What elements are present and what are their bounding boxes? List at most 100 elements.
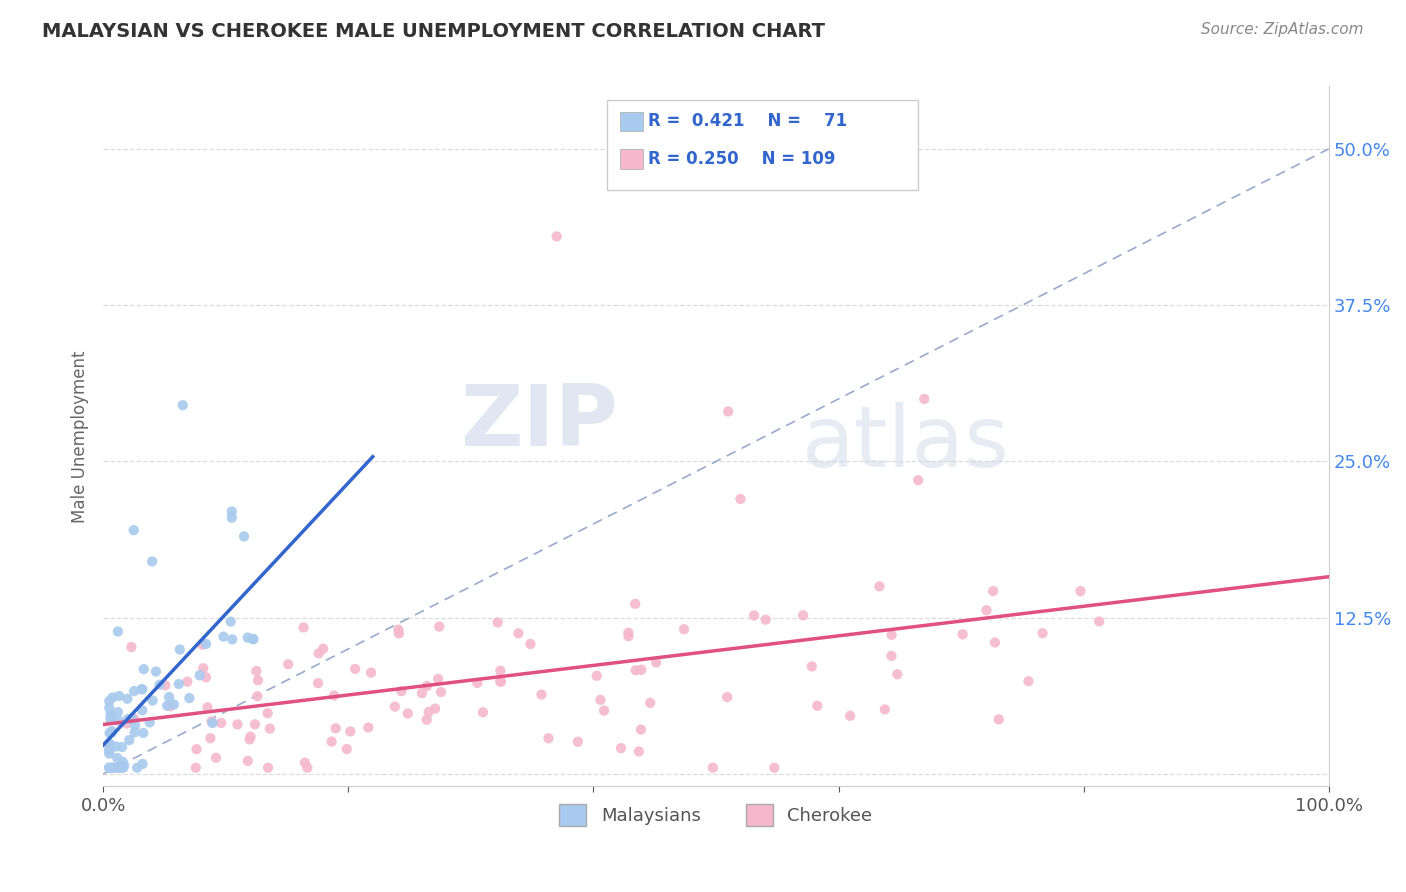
Point xyxy=(193,661,215,675)
Point xyxy=(145,665,167,679)
Point xyxy=(188,668,211,682)
Point xyxy=(388,626,411,640)
Point xyxy=(205,750,228,764)
Point xyxy=(645,656,668,670)
Point xyxy=(546,229,568,244)
Point xyxy=(742,608,765,623)
Point xyxy=(391,684,413,698)
Point xyxy=(489,674,512,689)
Point xyxy=(107,624,129,639)
Point xyxy=(112,758,135,772)
Point xyxy=(617,629,640,643)
Text: MALAYSIAN VS CHEROKEE MALE UNEMPLOYMENT CORRELATION CHART: MALAYSIAN VS CHEROKEE MALE UNEMPLOYMENT … xyxy=(42,22,825,41)
Point xyxy=(800,659,823,673)
Point xyxy=(360,665,382,680)
Point xyxy=(489,674,512,689)
Text: R =  0.421    N =    71: R = 0.421 N = 71 xyxy=(648,112,848,130)
Point xyxy=(1069,584,1091,599)
Point xyxy=(806,698,828,713)
Point xyxy=(219,615,242,629)
Point xyxy=(976,603,998,617)
Point xyxy=(1088,615,1111,629)
Point xyxy=(111,739,134,754)
Point xyxy=(149,678,172,692)
Point xyxy=(233,529,256,543)
Point xyxy=(226,717,249,731)
Point xyxy=(195,637,218,651)
Text: Source: ZipAtlas.com: Source: ZipAtlas.com xyxy=(1201,22,1364,37)
Point xyxy=(115,716,138,731)
Point xyxy=(585,669,607,683)
Point xyxy=(839,708,862,723)
Point xyxy=(141,554,163,568)
Point xyxy=(169,642,191,657)
Point xyxy=(101,724,124,739)
Point xyxy=(98,738,121,752)
Point xyxy=(105,751,128,765)
Point xyxy=(122,684,145,698)
Legend: Malaysians, Cherokee: Malaysians, Cherokee xyxy=(553,797,880,833)
Point xyxy=(242,632,264,647)
Point xyxy=(156,698,179,713)
Point xyxy=(118,733,141,747)
Point xyxy=(624,663,647,677)
Point xyxy=(111,755,134,769)
Point xyxy=(186,742,208,756)
Point xyxy=(179,691,201,706)
Point xyxy=(325,721,347,735)
Point xyxy=(630,723,652,737)
Point xyxy=(124,718,146,732)
Point xyxy=(122,712,145,726)
Point xyxy=(142,693,165,707)
Point xyxy=(117,712,139,726)
Point xyxy=(912,392,935,406)
Point xyxy=(246,690,269,704)
Point xyxy=(673,622,696,636)
Point xyxy=(430,685,453,699)
Point xyxy=(105,761,128,775)
Point xyxy=(323,689,346,703)
Point xyxy=(1017,674,1039,689)
Point xyxy=(131,682,153,697)
Point xyxy=(112,761,135,775)
Point xyxy=(194,670,217,684)
Point xyxy=(952,627,974,641)
Point xyxy=(308,646,330,660)
Point xyxy=(730,491,752,506)
Point xyxy=(176,674,198,689)
Point xyxy=(519,637,541,651)
Point xyxy=(873,702,896,716)
Point xyxy=(396,706,419,721)
Point xyxy=(117,691,139,706)
Point xyxy=(132,662,155,676)
Point xyxy=(209,715,232,730)
Point xyxy=(239,730,262,744)
Point xyxy=(307,676,329,690)
Point xyxy=(98,694,121,708)
Point xyxy=(98,726,121,740)
Point xyxy=(101,725,124,739)
Point xyxy=(221,632,243,647)
Point xyxy=(1032,626,1054,640)
Point xyxy=(131,682,153,697)
Point xyxy=(243,717,266,731)
Point xyxy=(107,761,129,775)
Point xyxy=(617,625,640,640)
Point xyxy=(98,742,121,756)
Point xyxy=(98,747,121,761)
Point xyxy=(321,734,343,748)
Text: atlas: atlas xyxy=(801,402,1010,485)
Point xyxy=(792,608,814,623)
Point xyxy=(100,761,122,775)
Point xyxy=(98,700,121,714)
Point xyxy=(108,761,131,775)
Point xyxy=(610,741,633,756)
Point xyxy=(167,677,190,691)
Point xyxy=(157,690,180,704)
Point xyxy=(101,690,124,705)
Point xyxy=(292,620,315,634)
Point xyxy=(624,597,647,611)
Point xyxy=(98,743,121,757)
Point xyxy=(423,701,446,715)
Point xyxy=(907,473,929,487)
